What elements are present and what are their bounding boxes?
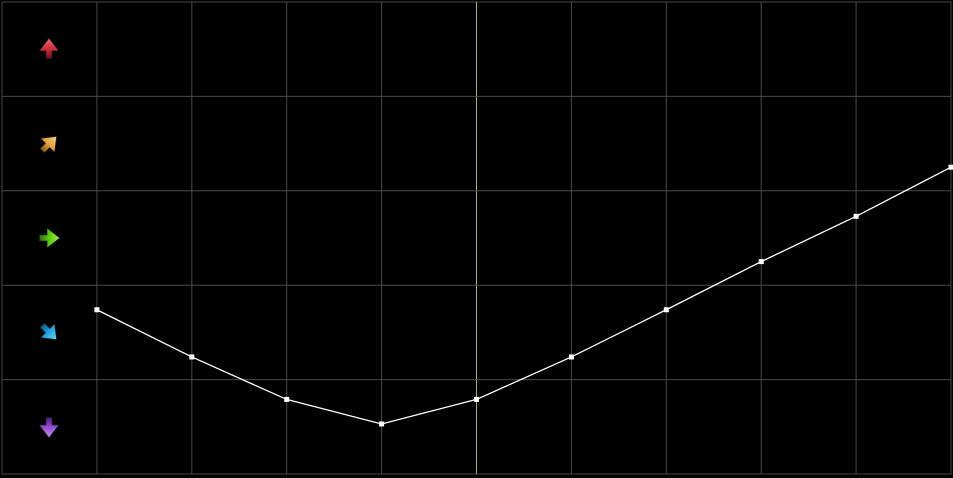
data-point-marker bbox=[758, 259, 764, 265]
data-point-marker bbox=[853, 213, 859, 219]
data-point-marker bbox=[474, 396, 479, 402]
data-point-marker bbox=[189, 354, 195, 360]
arrow-down-icon bbox=[36, 414, 62, 440]
data-point-marker bbox=[663, 307, 669, 313]
arrow-up-icon bbox=[36, 36, 62, 62]
arrow-right-icon bbox=[36, 225, 62, 251]
arrow-up-right-icon bbox=[36, 131, 62, 157]
data-point-marker bbox=[284, 396, 290, 402]
trend-line bbox=[96, 166, 952, 425]
data-point-marker bbox=[568, 354, 574, 360]
data-point-marker bbox=[379, 421, 385, 427]
arrow-down-right-icon bbox=[36, 319, 62, 345]
data-point-marker bbox=[94, 307, 100, 313]
data-point-marker bbox=[948, 164, 953, 170]
